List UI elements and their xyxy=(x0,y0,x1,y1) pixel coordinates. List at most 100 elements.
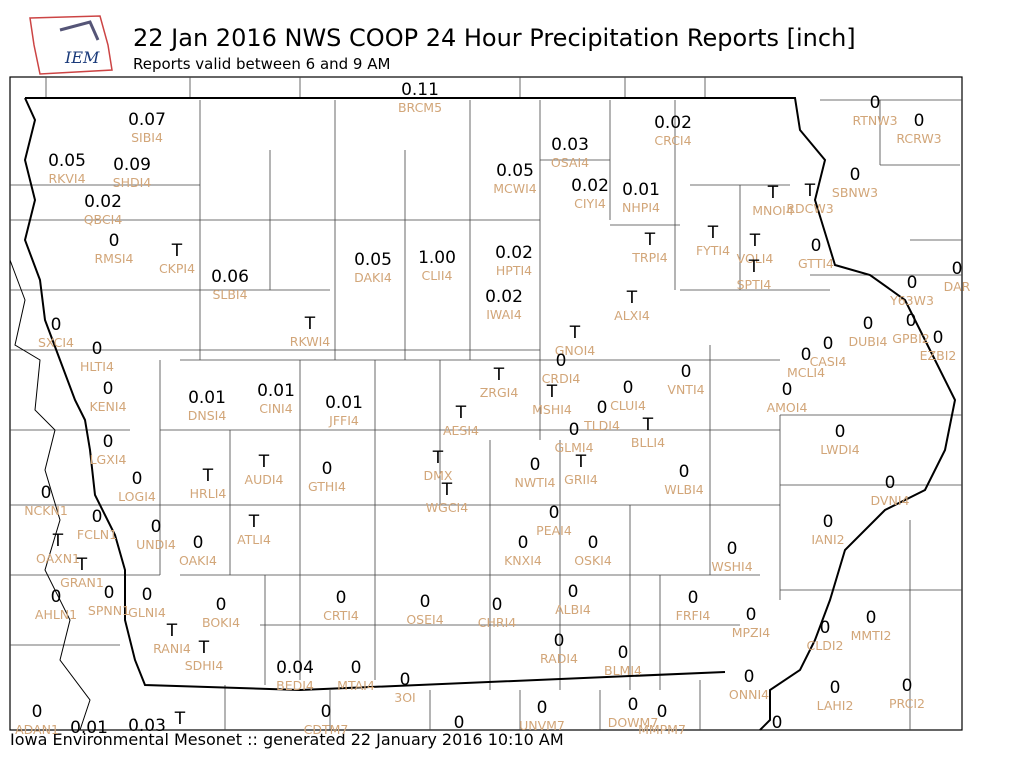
station-id: FRFI4 xyxy=(676,608,711,623)
title: 22 Jan 2016 NWS COOP 24 Hour Precipitati… xyxy=(133,24,856,52)
station-value: T xyxy=(707,223,719,243)
station-id: MMPM7 xyxy=(638,722,686,737)
station-id: PRCI2 xyxy=(889,696,925,711)
station-id: VOLI4 xyxy=(737,251,774,266)
station-value: T xyxy=(767,183,779,203)
station-value: 0.02 xyxy=(84,192,122,212)
station-id: DNSI4 xyxy=(188,408,227,423)
station-id: ALBI4 xyxy=(555,602,591,617)
station-id: DAR xyxy=(944,279,971,294)
station-value: 0 xyxy=(492,595,503,615)
station-value: T xyxy=(748,257,760,277)
station-id: MCWI4 xyxy=(493,181,537,196)
station-value: 0 xyxy=(885,473,896,493)
station-value: 0 xyxy=(850,165,861,185)
station-value: 0 xyxy=(351,658,362,678)
station-value: 0 xyxy=(92,339,103,359)
station-value: T xyxy=(76,555,88,575)
station-id: RADI4 xyxy=(540,651,578,666)
station-id: OAKI4 xyxy=(179,553,217,568)
station-value: 0.11 xyxy=(401,80,439,100)
station-value: 0 xyxy=(870,93,881,113)
station-id: OSKI4 xyxy=(574,553,612,568)
station-value: 0.01 xyxy=(70,718,108,738)
station-value: 0 xyxy=(688,588,699,608)
station-value: 0.01 xyxy=(188,388,226,408)
station-value: T xyxy=(575,452,587,472)
station-id: RCRW3 xyxy=(896,131,941,146)
station-id: GNOI4 xyxy=(555,343,596,358)
station-id: CLII4 xyxy=(421,268,452,283)
station-value: 0 xyxy=(618,643,629,663)
station-id: BOKI4 xyxy=(202,615,240,630)
station-id: RMSI4 xyxy=(94,251,133,266)
station-id: BRCM5 xyxy=(398,100,442,115)
station-id: UNDI4 xyxy=(136,537,176,552)
station-value: 0 xyxy=(569,420,580,440)
station-value: 0 xyxy=(823,512,834,532)
station-id: EZBI2 xyxy=(920,348,957,363)
station-value: 0 xyxy=(420,592,431,612)
station-value: 0 xyxy=(811,236,822,256)
station-value: 0 xyxy=(103,379,114,399)
station-id: BEDI4 xyxy=(276,678,314,693)
station-id: MTAI4 xyxy=(337,678,375,693)
station-value: 0.01 xyxy=(325,393,363,413)
station-id: AHLN1 xyxy=(35,607,77,622)
station-value: 0 xyxy=(628,695,639,715)
station-id: FYTI4 xyxy=(696,243,730,258)
station-value: 0 xyxy=(41,483,52,503)
station-value: 0 xyxy=(454,713,465,733)
station-value: 0 xyxy=(597,398,608,418)
station-id: ALXI4 xyxy=(614,308,650,323)
station-value: 0.01 xyxy=(622,180,660,200)
station-id: GRAN1 xyxy=(60,575,104,590)
station-id: NWTI4 xyxy=(515,475,556,490)
station-value: 0 xyxy=(537,698,548,718)
station-value: T xyxy=(202,466,214,486)
station-value: T xyxy=(455,403,467,423)
station-id: MPZI4 xyxy=(732,625,771,640)
station-value: T xyxy=(493,365,505,385)
station-value: 0 xyxy=(727,539,738,559)
station-id: ZRGI4 xyxy=(480,385,519,400)
station-value: 0 xyxy=(554,631,565,651)
station-value: 0 xyxy=(549,503,560,523)
station-value: 0 xyxy=(866,608,877,628)
station-id: RKWI4 xyxy=(290,334,330,349)
station-value: 0 xyxy=(830,678,841,698)
station-value: 0.09 xyxy=(113,155,151,175)
station-value: 0 xyxy=(835,422,846,442)
station-id: OAXN1 xyxy=(36,551,80,566)
station-id: MCLI4 xyxy=(787,365,825,380)
station-value: T xyxy=(304,314,316,334)
station-value: 0.05 xyxy=(48,151,86,171)
station-value: 0 xyxy=(902,676,913,696)
station-value: 0 xyxy=(142,585,153,605)
station-id: CRDI4 xyxy=(542,371,581,386)
station-value: 0 xyxy=(400,670,411,690)
station-value: 0 xyxy=(782,380,793,400)
station-id: ADAN1 xyxy=(15,722,59,737)
station-value: 0 xyxy=(51,587,62,607)
station-value: 0 xyxy=(530,455,541,475)
station-value: 0 xyxy=(518,533,529,553)
station-id: RTNW3 xyxy=(852,113,897,128)
station-id: GTHI4 xyxy=(308,479,346,494)
station-id: Y63W3 xyxy=(889,293,934,308)
station-value: T xyxy=(626,288,638,308)
station-value: T xyxy=(749,231,761,251)
station-id: CRCI4 xyxy=(654,133,691,148)
station-id: GPBI2 xyxy=(892,331,929,346)
station-id: GLNI4 xyxy=(128,605,166,620)
station-id: CLUI4 xyxy=(610,398,646,413)
station-value: 0.02 xyxy=(495,243,533,263)
station-id: LOGI4 xyxy=(118,489,156,504)
station-value: 0.06 xyxy=(211,267,249,287)
station-value: 0 xyxy=(744,667,755,687)
station-id: RKVI4 xyxy=(48,171,85,186)
station-value: T xyxy=(248,512,260,532)
station-value: 0 xyxy=(92,507,103,527)
station-id: HRLI4 xyxy=(190,486,227,501)
station-value: 0 xyxy=(679,462,690,482)
